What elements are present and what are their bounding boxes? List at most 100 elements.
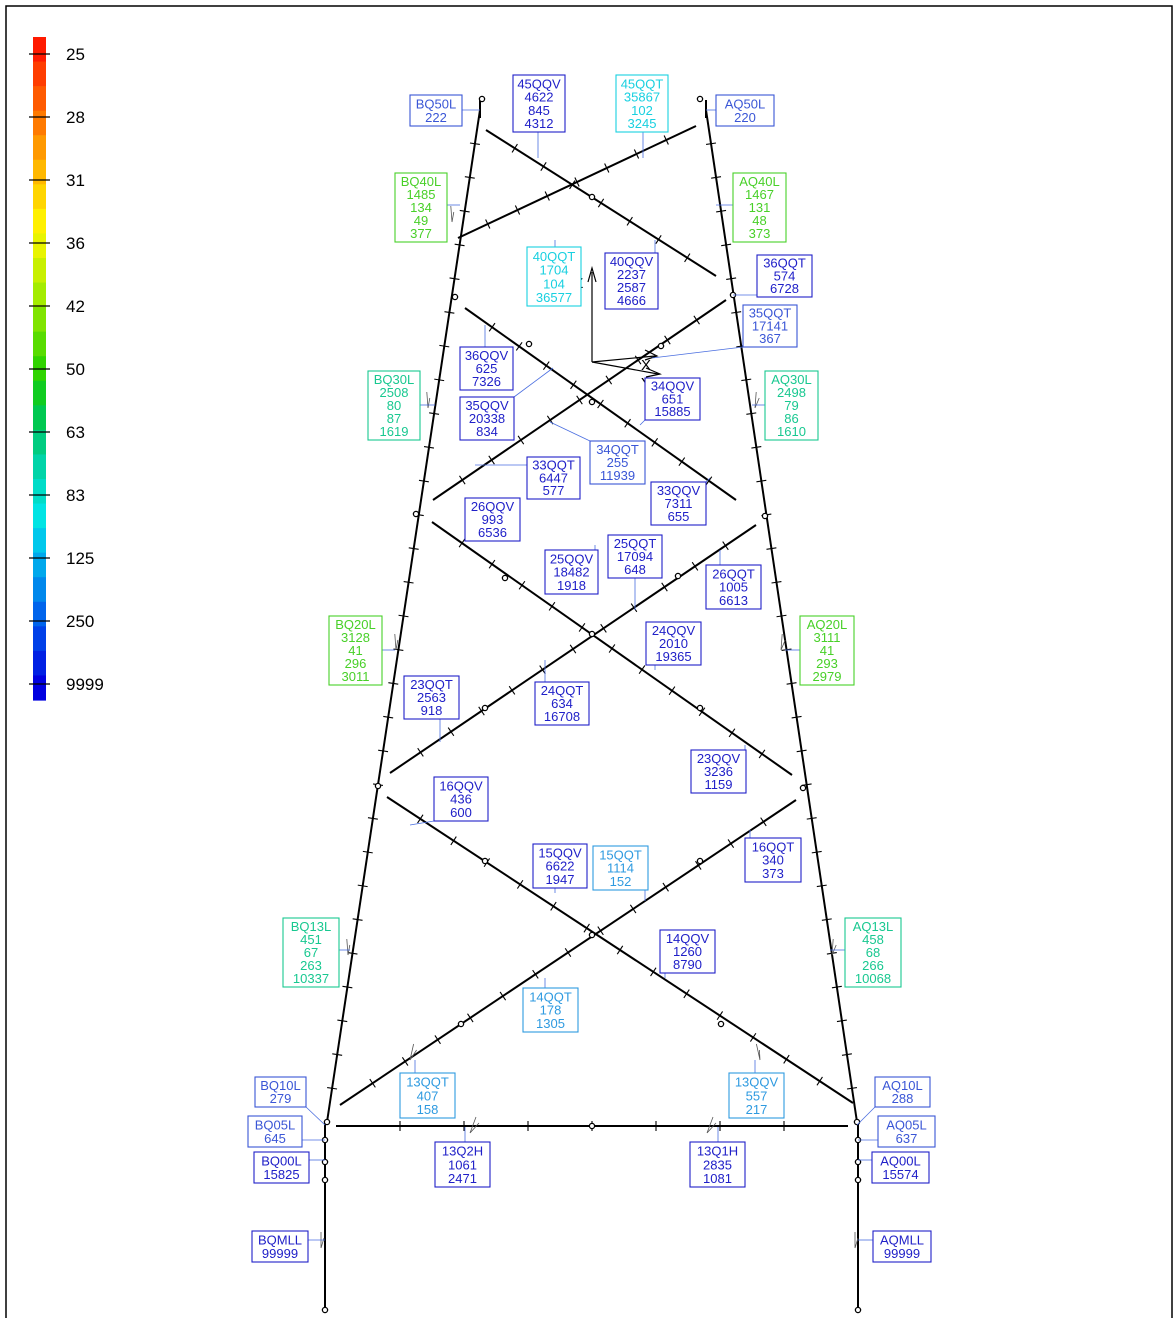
label-value: 79: [784, 398, 798, 413]
label-value: 1467: [745, 187, 774, 202]
label-value: 279: [270, 1091, 292, 1106]
member-tick: [597, 198, 605, 208]
member-tick: [746, 412, 757, 415]
label-name: BQ30L: [374, 372, 414, 387]
member-tick: [605, 375, 613, 385]
label-box: [715, 94, 775, 127]
label-leader-line: [639, 419, 646, 426]
label-value: 373: [749, 226, 771, 241]
member-tick: [550, 901, 557, 911]
member-tick: [816, 1076, 823, 1086]
member-tick: [760, 817, 767, 827]
label-value: 651: [662, 391, 684, 406]
legend-color-band: [33, 626, 46, 652]
member-tick: [630, 603, 638, 613]
member-tick: [816, 884, 827, 888]
label-name: AQ05L: [886, 1118, 926, 1133]
label-value: 557: [746, 1088, 768, 1103]
label-box: [433, 776, 489, 822]
label-value: 367: [759, 331, 781, 346]
member-tick: [706, 142, 717, 146]
label-box: [544, 549, 599, 595]
label-box: [844, 917, 902, 988]
member-tick: [716, 209, 727, 213]
label-value: 102: [631, 103, 653, 118]
label-name: 34QQT: [596, 442, 639, 457]
tower-node: [321, 1158, 329, 1166]
label-value: 1485: [407, 187, 436, 202]
label-name: BQ13L: [291, 919, 331, 934]
member-tick: [791, 715, 802, 719]
member-tick: [488, 455, 495, 465]
member-tick: [721, 243, 732, 247]
label-value: 15574: [882, 1167, 918, 1182]
label-box: [877, 1115, 936, 1148]
legend-color-band: [33, 184, 46, 210]
legend-color-band: [33, 86, 46, 112]
legend-tick-label: 25: [66, 45, 85, 64]
legend-color-band: [33, 601, 46, 627]
label-value: 152: [610, 874, 632, 889]
label-box: [764, 370, 819, 441]
member-tick: [367, 817, 378, 820]
label-name: 36QQV: [465, 348, 509, 363]
member-tick: [434, 378, 445, 382]
label-name: 33QQT: [532, 458, 575, 473]
member-tick: [633, 149, 640, 159]
label-value: 16708: [544, 709, 580, 724]
label-leader-line: [651, 346, 744, 359]
member-tick: [540, 161, 547, 172]
member-direction-arrow: [780, 633, 786, 651]
label-value: 49: [414, 213, 428, 228]
tower-node: [854, 1306, 862, 1314]
member-tick: [806, 817, 817, 820]
label-box: [589, 440, 646, 485]
label-value: 1061: [448, 1157, 477, 1172]
member-tick: [464, 176, 475, 179]
color-legend: 25 28 31 36 42 50 63 83 125 250 9999: [29, 37, 104, 701]
label-value: 36577: [536, 290, 572, 305]
member-tick: [488, 559, 496, 569]
legend-color-band: [33, 208, 46, 235]
member-tick: [651, 438, 659, 447]
label-name: AQ50L: [725, 97, 765, 112]
member-tick: [570, 380, 577, 390]
member-tick: [383, 715, 394, 719]
label-box: [742, 304, 798, 348]
label-box: [874, 1076, 931, 1108]
member-tick: [731, 311, 742, 314]
member-tick: [711, 176, 722, 179]
label-name: BQ00L: [261, 1154, 301, 1169]
label-box: [728, 1072, 785, 1119]
label-value: 2508: [380, 385, 409, 400]
label-name: 45QQV: [517, 76, 561, 91]
label-value: 436: [450, 792, 472, 807]
member-tick: [352, 918, 363, 921]
label-value: 645: [264, 1131, 286, 1146]
member-tick: [655, 234, 662, 245]
label-value: 99999: [262, 1246, 298, 1261]
label-name: 40QQT: [533, 249, 576, 264]
member-tick: [434, 1035, 441, 1045]
label-box: [254, 1076, 307, 1108]
member-tick: [705, 476, 713, 486]
label-value: 6613: [719, 593, 748, 608]
label-box: [459, 346, 514, 391]
label-name: 25QQV: [550, 551, 594, 566]
member-tick: [378, 749, 389, 753]
label-value: 3245: [628, 116, 657, 131]
legend-color-band: [33, 282, 46, 308]
tower-node: [717, 1020, 725, 1028]
member-tick: [583, 923, 590, 933]
member-tick: [544, 191, 550, 201]
label-box: [607, 534, 663, 579]
label-box: [394, 172, 448, 243]
label-value: 845: [528, 103, 550, 118]
